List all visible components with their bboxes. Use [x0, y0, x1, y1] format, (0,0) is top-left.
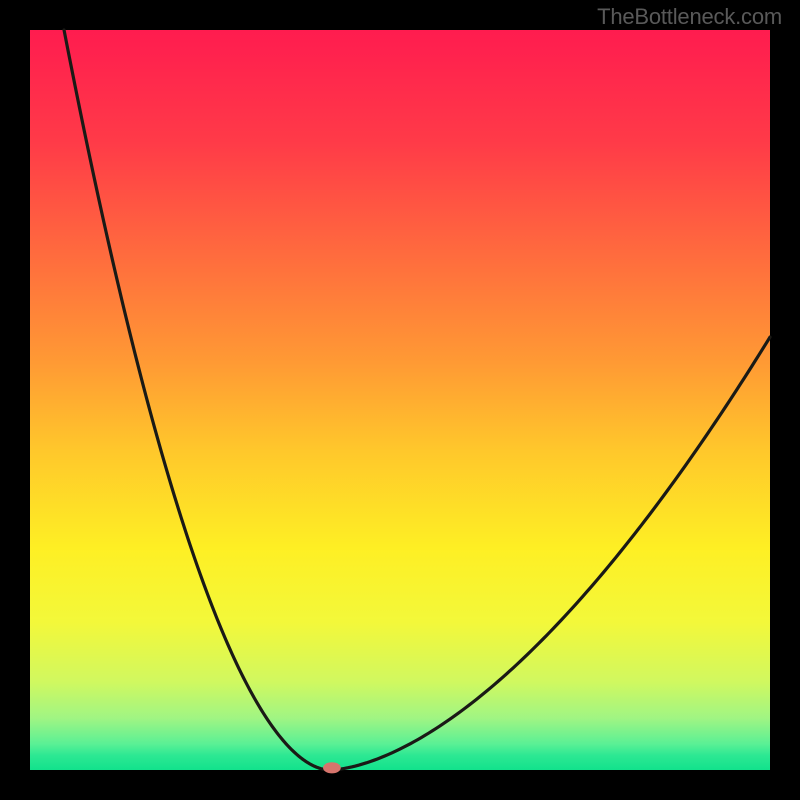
watermark-text: TheBottleneck.com — [597, 4, 782, 30]
plot-background — [30, 30, 770, 770]
chart-frame: TheBottleneck.com — [0, 0, 800, 800]
bottleneck-curve-chart — [0, 0, 800, 800]
minimum-marker — [323, 762, 341, 773]
